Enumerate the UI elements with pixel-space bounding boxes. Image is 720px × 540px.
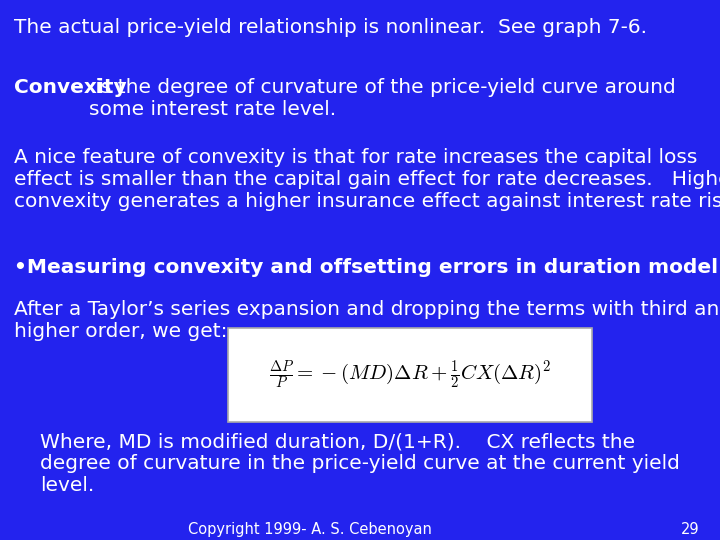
Text: $\frac{\Delta P}{P} = -(MD)\Delta R + \frac{1}{2}CX(\Delta R)^2$: $\frac{\Delta P}{P} = -(MD)\Delta R + \f…	[269, 359, 552, 392]
Text: Where, MD is modified duration, D/(1+R).    CX reflects the
degree of curvature : Where, MD is modified duration, D/(1+R).…	[40, 432, 680, 495]
Text: Convexity: Convexity	[14, 78, 127, 97]
Text: 29: 29	[681, 522, 700, 537]
Text: After a Taylor’s series expansion and dropping the terms with third and
higher o: After a Taylor’s series expansion and dr…	[14, 300, 720, 341]
Text: Copyright 1999- A. S. Cebenoyan: Copyright 1999- A. S. Cebenoyan	[188, 522, 432, 537]
Text: A nice feature of convexity is that for rate increases the capital loss
effect i: A nice feature of convexity is that for …	[14, 148, 720, 211]
Text: is the degree of curvature of the price-yield curve around
some interest rate le: is the degree of curvature of the price-…	[89, 78, 676, 119]
FancyBboxPatch shape	[228, 328, 592, 422]
Text: The actual price-yield relationship is nonlinear.  See graph 7-6.: The actual price-yield relationship is n…	[14, 18, 647, 37]
Text: •Measuring convexity and offsetting errors in duration model: •Measuring convexity and offsetting erro…	[14, 258, 718, 277]
